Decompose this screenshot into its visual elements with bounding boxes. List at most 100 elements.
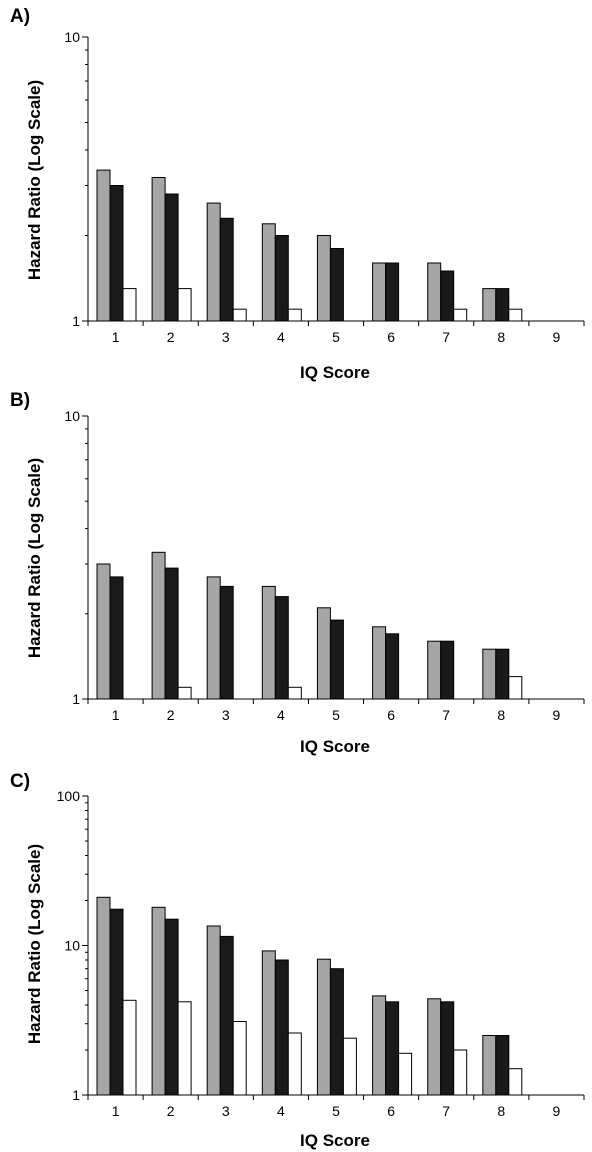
bar [274, 959, 289, 1096]
x-tick-label: 9 [553, 329, 561, 345]
bar [440, 640, 455, 700]
y-tick-label: 1 [72, 1087, 80, 1103]
bar [261, 223, 276, 322]
bar [427, 262, 442, 322]
bar [122, 288, 137, 322]
x-tick-label: 3 [222, 707, 230, 723]
bar [219, 217, 234, 322]
bar [508, 308, 523, 322]
bar [453, 308, 468, 322]
bar [164, 918, 179, 1096]
bar [482, 648, 497, 700]
x-tick-label: 7 [442, 1103, 450, 1119]
x-tick-label: 1 [112, 707, 120, 723]
x-tick-label: 4 [277, 329, 285, 345]
y-tick-label: 1 [72, 313, 80, 329]
bar [109, 185, 124, 322]
bar [372, 626, 387, 700]
y-tick-label: 10 [64, 29, 80, 45]
x-tick-label: 1 [112, 329, 120, 345]
y-tick-label: 10 [64, 408, 80, 424]
bar [274, 596, 289, 700]
bar [206, 202, 221, 322]
bar [316, 235, 331, 322]
x-tick-label: 3 [222, 1103, 230, 1119]
x-tick-label: 5 [332, 1103, 340, 1119]
bar [164, 193, 179, 322]
bar [482, 288, 497, 322]
bar [385, 262, 400, 322]
bar [372, 995, 387, 1096]
y-tick-label: 100 [57, 788, 81, 804]
bar [329, 619, 344, 700]
bar [495, 648, 510, 700]
bar [329, 248, 344, 322]
x-axis-title: IQ Score [300, 1131, 370, 1150]
bar [232, 1021, 247, 1096]
bar [287, 308, 302, 322]
bar [151, 906, 166, 1096]
x-axis-title: IQ Score [300, 363, 370, 382]
bar [385, 1001, 400, 1096]
x-tick-label: 6 [387, 329, 395, 345]
bar [109, 908, 124, 1096]
bar [495, 288, 510, 322]
bar [440, 270, 455, 322]
bar [329, 968, 344, 1096]
bar [177, 1001, 192, 1096]
bar [206, 576, 221, 700]
bar [495, 1035, 510, 1096]
x-axis-title: IQ Score [300, 737, 370, 756]
bar [177, 686, 192, 700]
panel-label: C) [10, 771, 30, 792]
panel-label: B) [10, 390, 30, 411]
x-tick-label: 4 [277, 707, 285, 723]
x-tick-label: 9 [553, 707, 561, 723]
x-tick-label: 5 [332, 707, 340, 723]
bar [508, 676, 523, 700]
bar [427, 998, 442, 1096]
bar [122, 999, 137, 1096]
bar [232, 308, 247, 322]
x-tick-label: 7 [442, 707, 450, 723]
bar [96, 563, 111, 700]
x-tick-label: 4 [277, 1103, 285, 1119]
bar [316, 607, 331, 700]
bar [177, 288, 192, 322]
bar [219, 585, 234, 700]
bar [385, 633, 400, 700]
bar [164, 567, 179, 700]
bar [274, 235, 289, 322]
bar [261, 950, 276, 1096]
panel-c: C) Hazard Ratio (Log Scale) IQ Score 1 2 3… [10, 771, 585, 1150]
bar [508, 1068, 523, 1096]
bar [316, 958, 331, 1096]
x-tick-label: 2 [167, 329, 175, 345]
x-tick-label: 6 [387, 707, 395, 723]
bar [206, 925, 221, 1096]
bar [96, 896, 111, 1096]
x-tick-label: 8 [497, 1103, 505, 1119]
bar [287, 686, 302, 700]
y-axis-title: Hazard Ratio (Log Scale) [25, 458, 44, 658]
panel-label: A) [10, 6, 30, 27]
x-tick-label: 5 [332, 329, 340, 345]
x-tick-label: 6 [387, 1103, 395, 1119]
bar [342, 1037, 357, 1096]
bar [372, 262, 387, 322]
x-tick-label: 8 [497, 329, 505, 345]
x-tick-label: 2 [167, 1103, 175, 1119]
bar [287, 1032, 302, 1096]
bar [440, 1001, 455, 1096]
panel-a: A) Hazard Ratio (Log Scale) IQ Score 1 2 3… [10, 6, 585, 382]
bar [427, 640, 442, 700]
y-tick-label: 10 [64, 938, 80, 954]
x-tick-label: 9 [553, 1103, 561, 1119]
x-tick-label: 7 [442, 329, 450, 345]
bar [109, 576, 124, 700]
bar [482, 1035, 497, 1096]
y-tick-label: 1 [72, 691, 80, 707]
x-tick-label: 3 [222, 329, 230, 345]
bar [453, 1049, 468, 1096]
